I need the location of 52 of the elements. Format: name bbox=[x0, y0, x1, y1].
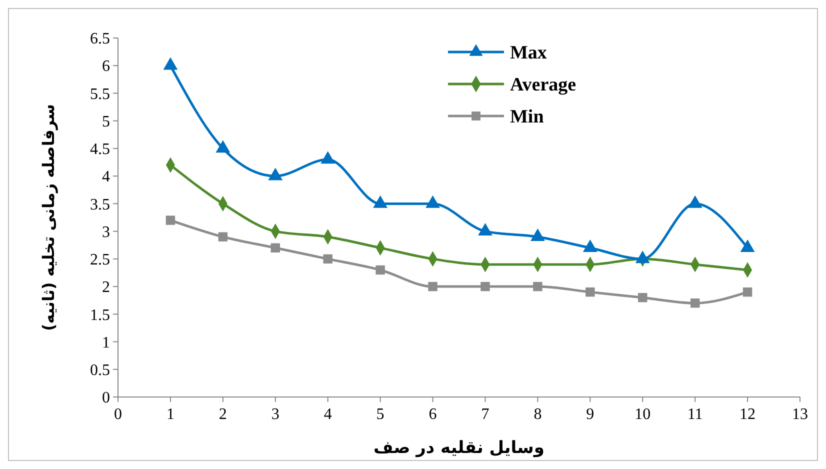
y-tick-label: 1.5 bbox=[90, 306, 110, 324]
y-tick-label: 5.5 bbox=[90, 86, 110, 103]
x-tick-label: 3 bbox=[271, 406, 280, 423]
legend-label: Max bbox=[510, 42, 548, 64]
y-tick-label: 0.5 bbox=[90, 362, 110, 379]
y-tick-label: 4 bbox=[102, 168, 110, 186]
y-tick-label: 5 bbox=[102, 113, 110, 130]
point bbox=[426, 195, 440, 208]
x-tick-label: 5 bbox=[376, 406, 384, 423]
y-tick-label: 3.5 bbox=[90, 196, 110, 214]
point bbox=[638, 292, 648, 302]
y-tick-label: 3 bbox=[102, 224, 110, 241]
point bbox=[320, 151, 336, 164]
x-tick-label: 13 bbox=[792, 406, 808, 423]
y-tick-label: 0 bbox=[102, 390, 110, 407]
x-tick-label: 8 bbox=[534, 406, 542, 423]
point bbox=[533, 282, 542, 292]
point bbox=[376, 265, 385, 275]
y-tick-label: 6 bbox=[102, 58, 110, 76]
y-axis-title: سرفاصله زمانی تخلیه (ثانیه) bbox=[39, 104, 58, 332]
x-tick-label: 11 bbox=[687, 406, 703, 423]
point bbox=[216, 140, 230, 153]
point bbox=[163, 57, 178, 70]
x-tick-label: 12 bbox=[740, 406, 756, 423]
point bbox=[373, 195, 388, 208]
legend-label: Average bbox=[510, 74, 576, 96]
y-tick-label: 4.5 bbox=[90, 141, 110, 158]
point bbox=[480, 282, 490, 292]
y-tick-label: 6.5 bbox=[90, 30, 110, 48]
point bbox=[688, 195, 702, 208]
point bbox=[270, 243, 280, 252]
x-tick-label: 10 bbox=[634, 406, 651, 423]
y-tick-label: 2 bbox=[102, 279, 110, 296]
x-tick-label: 9 bbox=[586, 406, 594, 423]
point bbox=[428, 282, 438, 292]
point bbox=[323, 254, 332, 264]
x-tick-label: 2 bbox=[218, 406, 227, 423]
x-tick-label: 4 bbox=[324, 406, 332, 423]
point bbox=[166, 216, 176, 225]
x-tick-label: 1 bbox=[166, 406, 174, 423]
x-tick-label: 7 bbox=[481, 406, 490, 423]
y-tick-label: 2.5 bbox=[90, 252, 110, 269]
x-tick-label: 0 bbox=[114, 406, 122, 423]
y-tick-label: 1 bbox=[102, 334, 110, 352]
point bbox=[268, 168, 283, 180]
x-tick-label: 6 bbox=[428, 406, 437, 423]
x-axis-title: وسایل نقلیه در صف bbox=[374, 438, 544, 458]
point bbox=[690, 298, 700, 308]
legend-label: Min bbox=[510, 106, 544, 128]
point bbox=[586, 287, 595, 297]
point bbox=[218, 232, 228, 242]
point bbox=[742, 287, 752, 297]
